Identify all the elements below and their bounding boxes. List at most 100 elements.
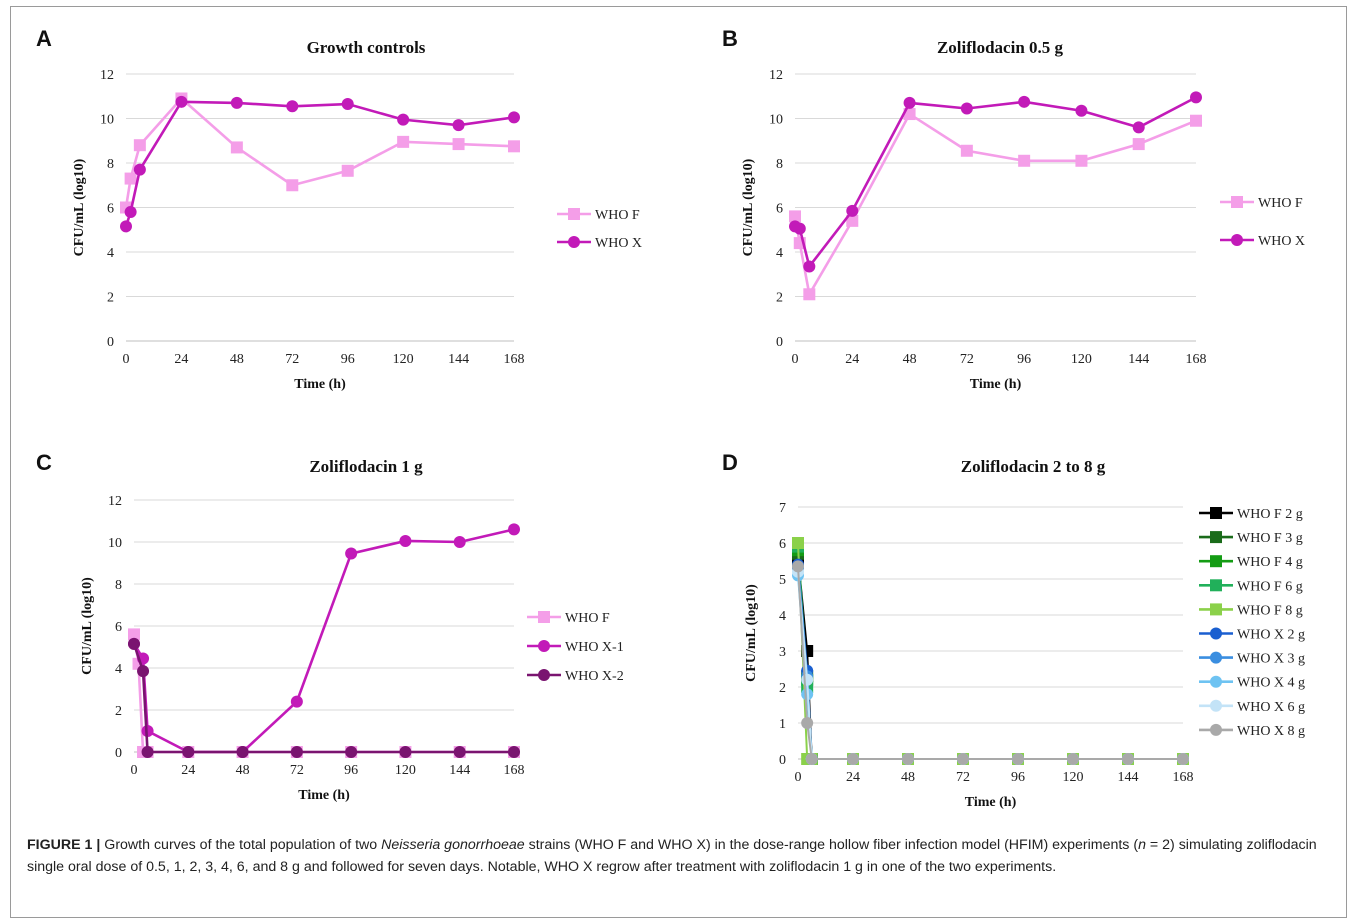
legend-label: WHO F — [1258, 196, 1303, 211]
legend-marker — [1210, 723, 1222, 736]
x-tick-label: 0 — [123, 352, 130, 367]
panel-letter: A — [36, 26, 52, 51]
series-line — [124, 100, 515, 227]
data-point — [960, 102, 973, 115]
x-tick-label: 144 — [1128, 352, 1149, 367]
legend-entry: WHO X 6 g — [1199, 699, 1305, 715]
data-point — [230, 96, 243, 109]
data-point — [286, 100, 299, 113]
series-line — [132, 643, 514, 754]
legend-label: WHO X-1 — [565, 640, 624, 655]
data-point — [1067, 753, 1079, 765]
series-line — [797, 553, 1183, 760]
x-tick-label: 168 — [1186, 352, 1207, 367]
x-tick-label: 144 — [448, 352, 469, 367]
data-point — [399, 534, 412, 547]
legend-label: WHO X — [595, 236, 642, 251]
series-line — [797, 546, 1183, 760]
data-point — [453, 536, 466, 548]
legend-label: WHO F — [565, 611, 610, 626]
data-point — [793, 222, 806, 235]
y-tick-label: 2 — [107, 291, 114, 306]
series-line — [797, 557, 1183, 760]
data-point — [846, 204, 859, 217]
legend-marker — [568, 208, 580, 220]
data-point — [801, 673, 814, 686]
data-point — [1190, 91, 1202, 104]
legend-entry: WHO X-1 — [527, 640, 624, 655]
data-point — [397, 135, 410, 148]
series-line — [797, 550, 1183, 760]
data-point — [903, 96, 916, 109]
legend-marker — [538, 669, 550, 681]
y-tick-label: 6 — [115, 620, 122, 635]
legend-label: WHO F — [595, 208, 640, 223]
y-tick-label: 8 — [115, 578, 122, 593]
legend-entry: WHO F 8 g — [1199, 603, 1303, 618]
series-who-f-3-g — [792, 547, 1189, 765]
x-tick-label: 24 — [845, 352, 859, 367]
data-point — [1012, 753, 1024, 765]
caption-species: Neisseria gonorrhoeae — [381, 837, 525, 853]
series-who-x-4-g — [792, 569, 1189, 765]
y-tick-label: 0 — [107, 335, 114, 350]
series-line — [797, 568, 1183, 760]
data-point — [846, 214, 859, 227]
legend-label: WHO F 3 g — [1237, 531, 1303, 546]
legend-marker — [1210, 627, 1222, 640]
data-point — [508, 140, 520, 153]
caption-text-2: strains (WHO F and WHO X) in the dose-ra… — [524, 837, 1139, 853]
data-point — [1018, 95, 1031, 108]
data-point — [902, 753, 914, 765]
x-tick-label: 48 — [903, 352, 917, 367]
x-tick-label: 168 — [504, 352, 525, 367]
data-point — [124, 205, 137, 218]
chart-title: Growth controls — [307, 38, 426, 57]
x-tick-label: 24 — [174, 352, 188, 367]
y-tick-label: 10 — [100, 113, 114, 128]
x-axis-title: Time (h) — [970, 377, 1022, 392]
legend-entry: WHO F 6 g — [1199, 579, 1303, 594]
caption-text-3: = 2) simulating zoliflodacin single oral… — [27, 837, 1317, 875]
data-point — [1075, 154, 1088, 167]
data-point — [399, 746, 412, 758]
series-who-f-2-g — [792, 551, 1189, 765]
legend-marker — [1210, 651, 1222, 664]
data-point — [508, 523, 520, 536]
data-point — [1018, 154, 1031, 167]
series-who-f-4-g — [792, 544, 1189, 765]
legend-entry: WHO X 2 g — [1199, 627, 1305, 643]
series-line — [797, 566, 1183, 760]
x-tick-label: 120 — [1071, 352, 1092, 367]
y-tick-label: 8 — [107, 157, 114, 172]
data-point — [805, 753, 818, 765]
y-tick-label: 4 — [779, 609, 786, 624]
y-tick-label: 10 — [108, 536, 122, 551]
x-tick-label: 144 — [1118, 770, 1139, 785]
legend-entry: WHO X — [1220, 234, 1305, 249]
data-point — [236, 746, 249, 758]
figure-caption: FIGURE 1 | Growth curves of the total po… — [27, 834, 1327, 878]
series-who-x-8-g — [792, 560, 1189, 765]
y-axis-title: CFU/mL (log10) — [80, 577, 95, 675]
y-tick-label: 0 — [115, 746, 122, 761]
legend-entry: WHO F — [557, 208, 640, 223]
x-axis-title: Time (h) — [294, 377, 346, 392]
y-tick-label: 0 — [776, 335, 783, 350]
legend-marker — [1210, 675, 1222, 688]
data-point — [290, 746, 303, 758]
legend-marker — [1231, 196, 1243, 208]
legend-marker — [538, 611, 550, 623]
caption-text-1: Growth curves of the total population of… — [100, 837, 382, 853]
chart-title: Zoliflodacin 0.5 g — [937, 38, 1064, 57]
legend-entry: WHO X — [557, 236, 642, 251]
series-who-x-1 — [128, 523, 520, 758]
legend-label: WHO X 6 g — [1237, 700, 1305, 715]
x-tick-label: 96 — [341, 352, 355, 367]
caption-label: FIGURE 1 | — [27, 837, 101, 853]
legend-marker — [1210, 579, 1222, 592]
x-tick-label: 168 — [504, 763, 525, 778]
legend-entry: WHO X 3 g — [1199, 651, 1305, 667]
